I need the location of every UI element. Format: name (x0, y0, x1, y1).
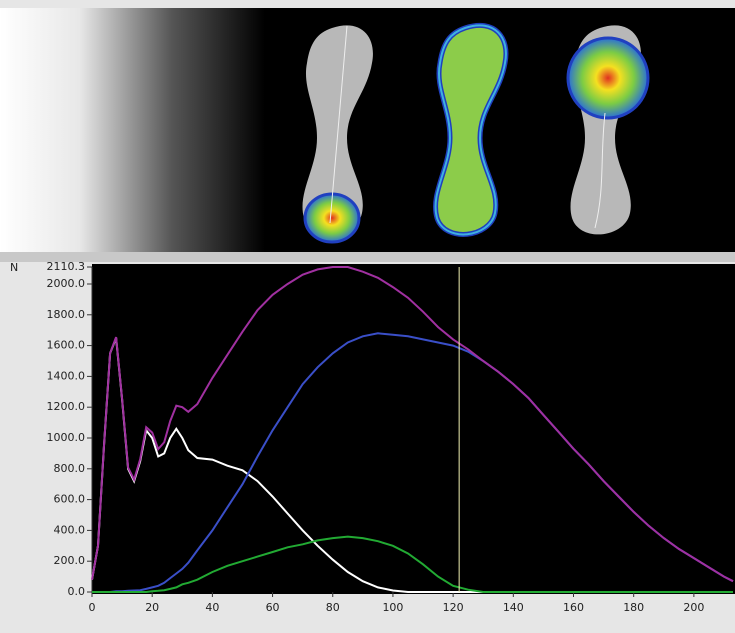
y-tick-label: 800.0 (54, 462, 86, 475)
y-tick-label: 1200.0 (47, 400, 86, 413)
y-tick-label: 1000.0 (47, 431, 86, 444)
y-tick-label: 2000.0 (47, 277, 86, 290)
y-tick-label: 1800.0 (47, 308, 86, 321)
plot-background (92, 264, 735, 594)
x-tick-label: 100 (382, 601, 403, 614)
image-fade (0, 8, 265, 252)
x-tick-label: 200 (683, 601, 704, 614)
y-tick-label: 400.0 (54, 523, 86, 536)
y-tick-label: 200.0 (54, 554, 86, 567)
screen: N 0.0 200.0 400.0 600.0 800.0 1000.0 1200.0 140… (0, 0, 735, 633)
x-tick-label: 20 (145, 601, 159, 614)
x-tick-label: 120 (443, 601, 464, 614)
y-tick-label: 1400.0 (47, 369, 86, 382)
x-tick-label: 180 (623, 601, 644, 614)
x-tick-label: 40 (205, 601, 219, 614)
separator (0, 252, 735, 262)
x-tick-label: 0 (89, 601, 96, 614)
x-tick-label: 80 (326, 601, 340, 614)
y-axis-label: N (10, 261, 18, 274)
y-tick-label: 1600.0 (47, 339, 86, 352)
x-tick-label: 140 (503, 601, 524, 614)
y-tick-label: 600.0 (54, 493, 86, 506)
pressure-images (0, 8, 735, 262)
x-tick-label: 60 (266, 601, 280, 614)
page: {"chart_data": {"type": "line", "y_label… (0, 0, 735, 633)
y-tick-label: 0.0 (68, 585, 86, 598)
x-tick-label: 160 (563, 601, 584, 614)
y-tick-label: 2110.3 (47, 260, 86, 273)
